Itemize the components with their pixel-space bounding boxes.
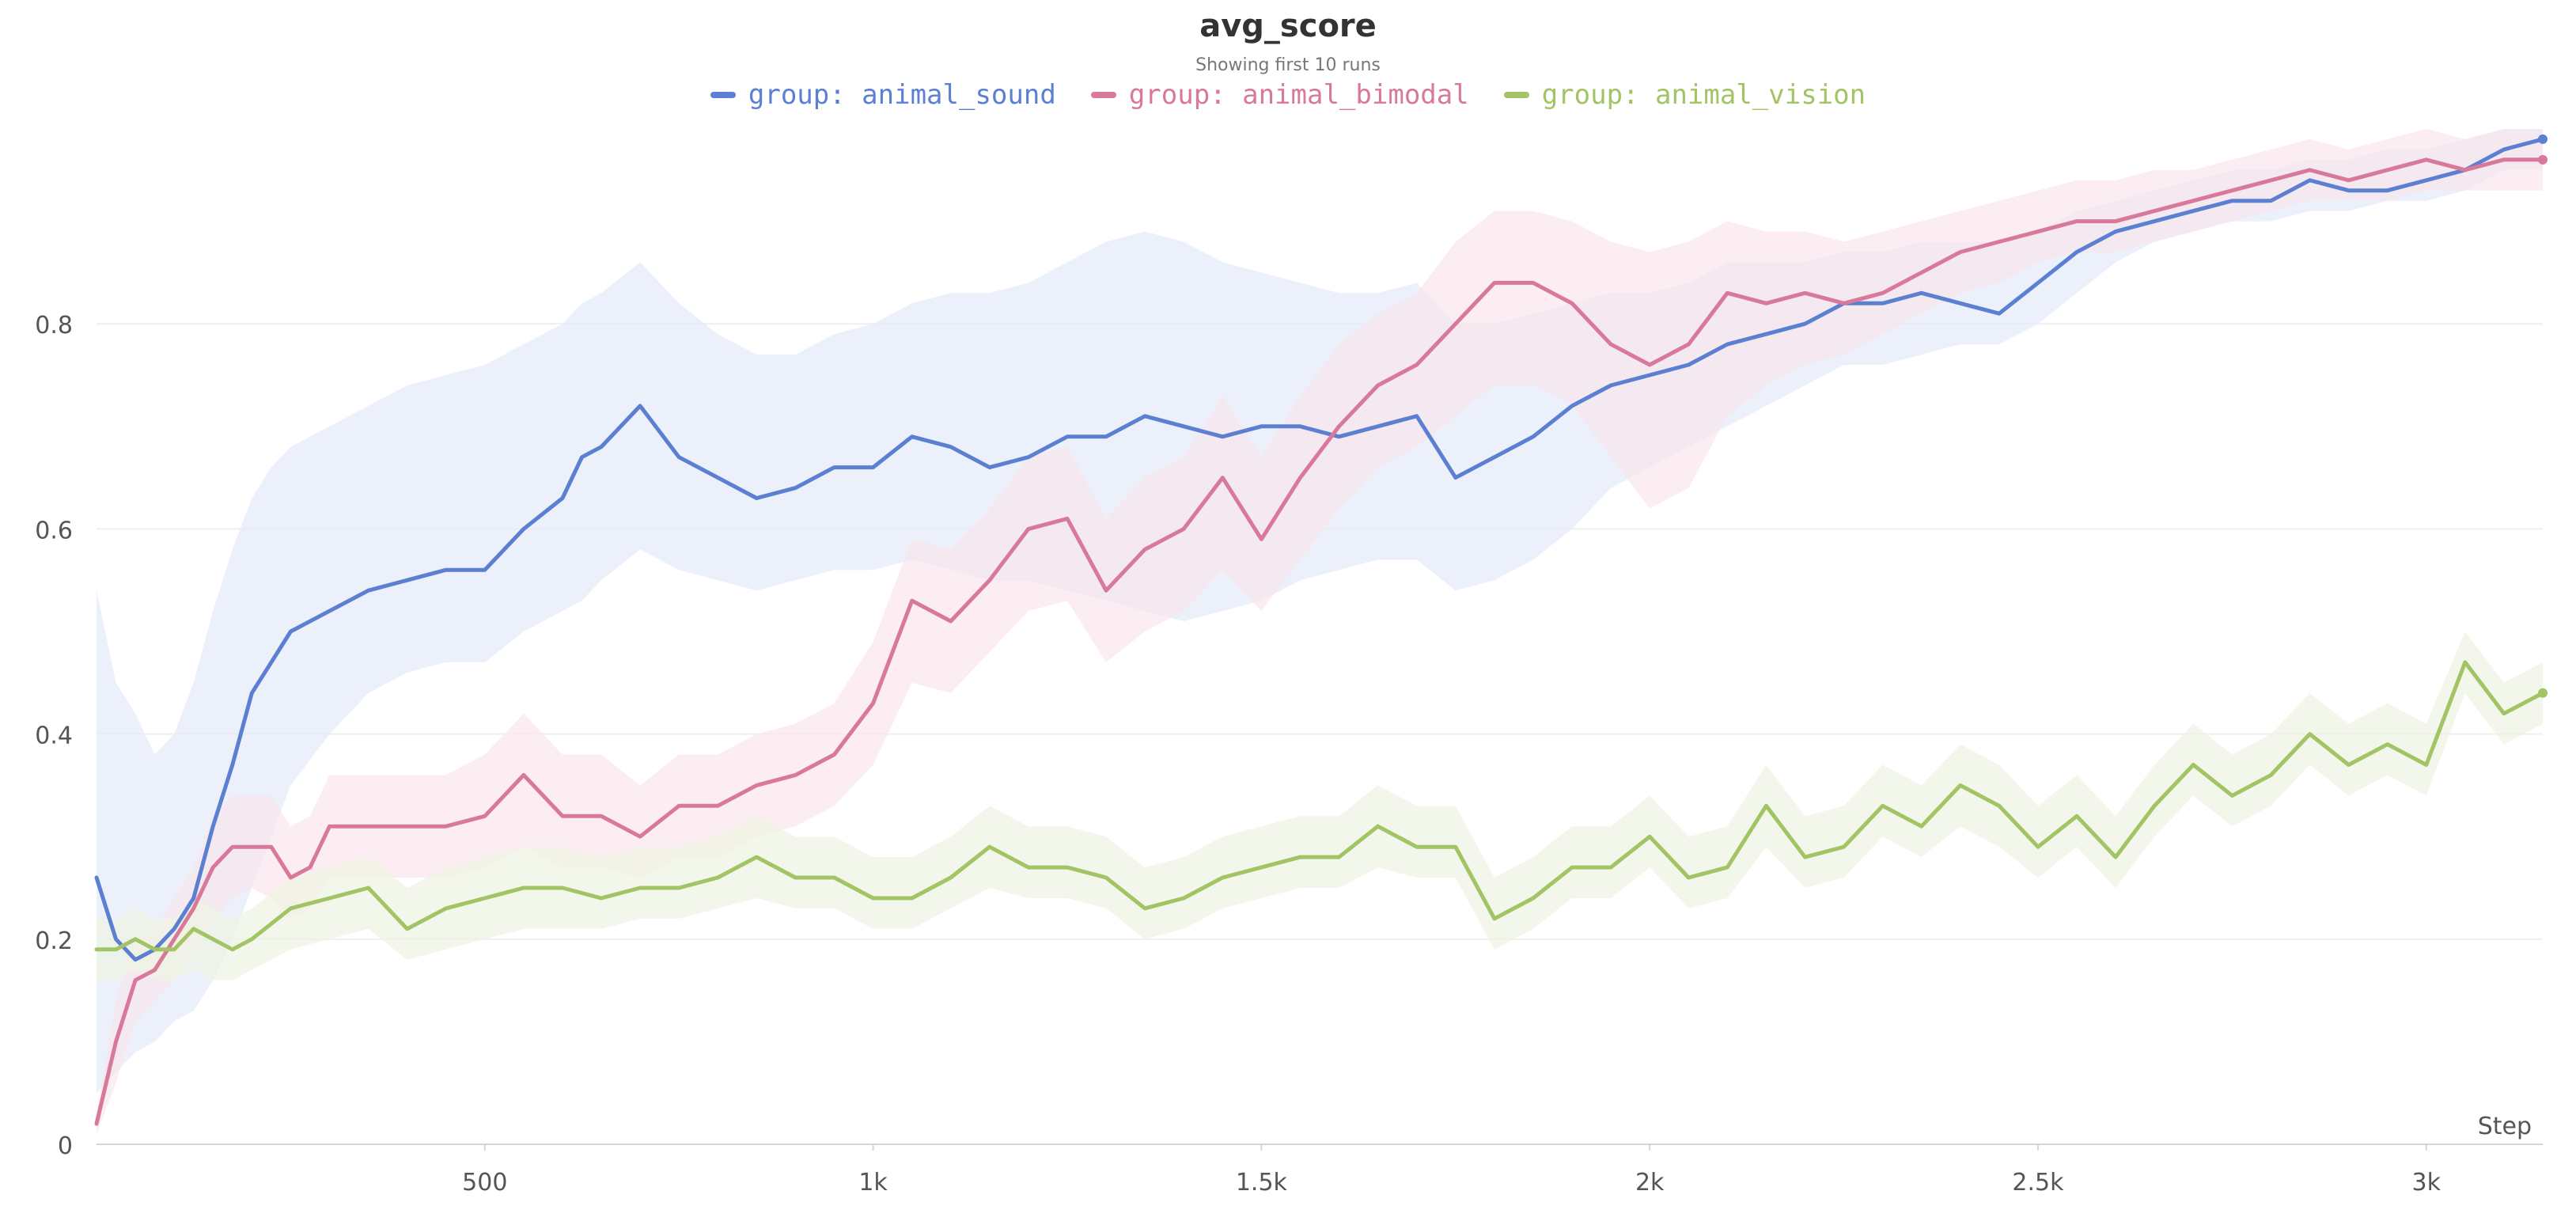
y-tick-label: 0.4: [35, 722, 73, 750]
series-end-point: [2538, 154, 2548, 165]
series-lines: [94, 134, 2548, 1126]
series-line: [94, 157, 2545, 1126]
chart-subtitle: Showing first 10 runs: [1195, 55, 1381, 75]
x-tick-label: 500: [462, 1169, 507, 1197]
x-tick-label: 1.5k: [1236, 1169, 1288, 1197]
legend: group: animal_sound group: animal_bimodal…: [0, 79, 2576, 111]
legend-swatch: [1090, 92, 1116, 98]
y-tick-label: 0.8: [35, 312, 73, 339]
legend-label: group: animal_sound: [748, 79, 1056, 111]
chart-title: avg_score: [1199, 8, 1377, 44]
series-band: [97, 129, 2543, 1094]
legend-item: group: animal_vision: [1503, 79, 1866, 111]
x-tick-label: 2k: [1635, 1169, 1665, 1197]
series-line: [94, 137, 2545, 962]
x-tick-label: 1k: [858, 1169, 888, 1197]
series-line: [94, 660, 2545, 952]
series-end-point: [2538, 688, 2548, 698]
series-end-point: [2538, 134, 2548, 144]
legend-swatch: [710, 92, 736, 98]
x-tick-label: 3k: [2412, 1169, 2442, 1197]
legend-label: group: animal_bimodal: [1128, 79, 1469, 111]
legend-item: group: animal_sound: [710, 79, 1056, 111]
y-tick-label: 0.2: [35, 927, 73, 955]
axes: 0 0.2 0.4 0.6 0.8 500 1k 1.5k 2k 2.5k 3k Step: [35, 312, 2543, 1197]
confidence-bands: [97, 129, 2543, 1134]
x-tick-label: 2.5k: [2012, 1169, 2064, 1197]
y-tick-label: 0.6: [35, 517, 73, 544]
legend-swatch: [1503, 92, 1529, 98]
series-band: [97, 631, 2543, 980]
y-tick-label: 0: [58, 1132, 73, 1160]
x-axis-label: Step: [2478, 1113, 2532, 1140]
legend-label: group: animal_vision: [1541, 79, 1866, 111]
legend-item: group: animal_bimodal: [1090, 79, 1469, 111]
